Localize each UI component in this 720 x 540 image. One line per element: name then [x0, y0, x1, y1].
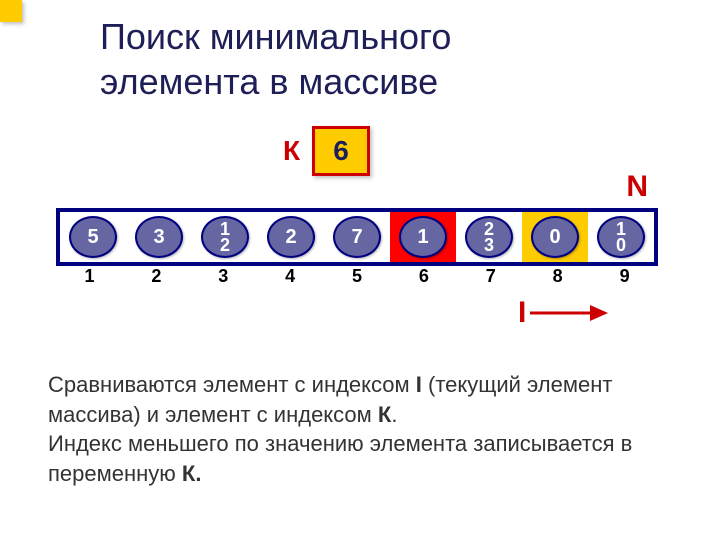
array-index: 8 — [524, 266, 591, 287]
array-bubble: 5 — [69, 216, 117, 258]
array-cell: 23 — [456, 212, 522, 262]
array-bubble: 1 — [399, 216, 447, 258]
title-line1: Поиск минимального — [100, 16, 451, 57]
desc-K1: К — [378, 402, 391, 427]
array-index: 4 — [257, 266, 324, 287]
i-indicator: I — [518, 296, 610, 330]
array-indices: 123456789 — [56, 266, 658, 287]
k-label: К — [283, 135, 300, 167]
array-bubble: 12 — [201, 216, 249, 258]
array-bubble: 3 — [135, 216, 183, 258]
array-cell: 0 — [522, 212, 588, 262]
array-cell: 7 — [324, 212, 390, 262]
title-line2: элемента в массиве — [100, 61, 438, 102]
array-bubble: 2 — [267, 216, 315, 258]
desc-K2: К. — [182, 461, 202, 486]
description-text: Сравниваются элемент с индексом I (текущ… — [48, 370, 668, 489]
k-value-box: 6 — [312, 126, 370, 176]
array-cell: 12 — [192, 212, 258, 262]
array-index: 3 — [190, 266, 257, 287]
desc-p1a: Сравниваются элемент с индексом — [48, 372, 416, 397]
array-index: 1 — [56, 266, 123, 287]
array-cell: 3 — [126, 212, 192, 262]
arrow-right-icon — [530, 301, 610, 325]
i-label: I — [518, 296, 526, 330]
array-bubble: 23 — [465, 216, 513, 258]
array-bubble: 7 — [333, 216, 381, 258]
page-title: Поиск минимального элемента в массиве — [100, 14, 451, 104]
desc-p2a: Индекс меньшего по значению элемента зап… — [48, 431, 632, 486]
desc-p1c: . — [391, 402, 397, 427]
array-cell: 10 — [588, 212, 654, 262]
array-index: 5 — [324, 266, 391, 287]
n-label: N — [626, 170, 648, 204]
array-bubble: 10 — [597, 216, 645, 258]
array-bubble: 0 — [531, 216, 579, 258]
array-cell: 1 — [390, 212, 456, 262]
array-cell: 2 — [258, 212, 324, 262]
array-container: 53 12 271 23 0 10 — [56, 208, 658, 266]
k-display: К 6 — [283, 126, 370, 176]
array-cell: 5 — [60, 212, 126, 262]
title-bullet — [0, 0, 22, 22]
array-index: 6 — [390, 266, 457, 287]
array-index: 9 — [591, 266, 658, 287]
array-index: 2 — [123, 266, 190, 287]
array-index: 7 — [457, 266, 524, 287]
